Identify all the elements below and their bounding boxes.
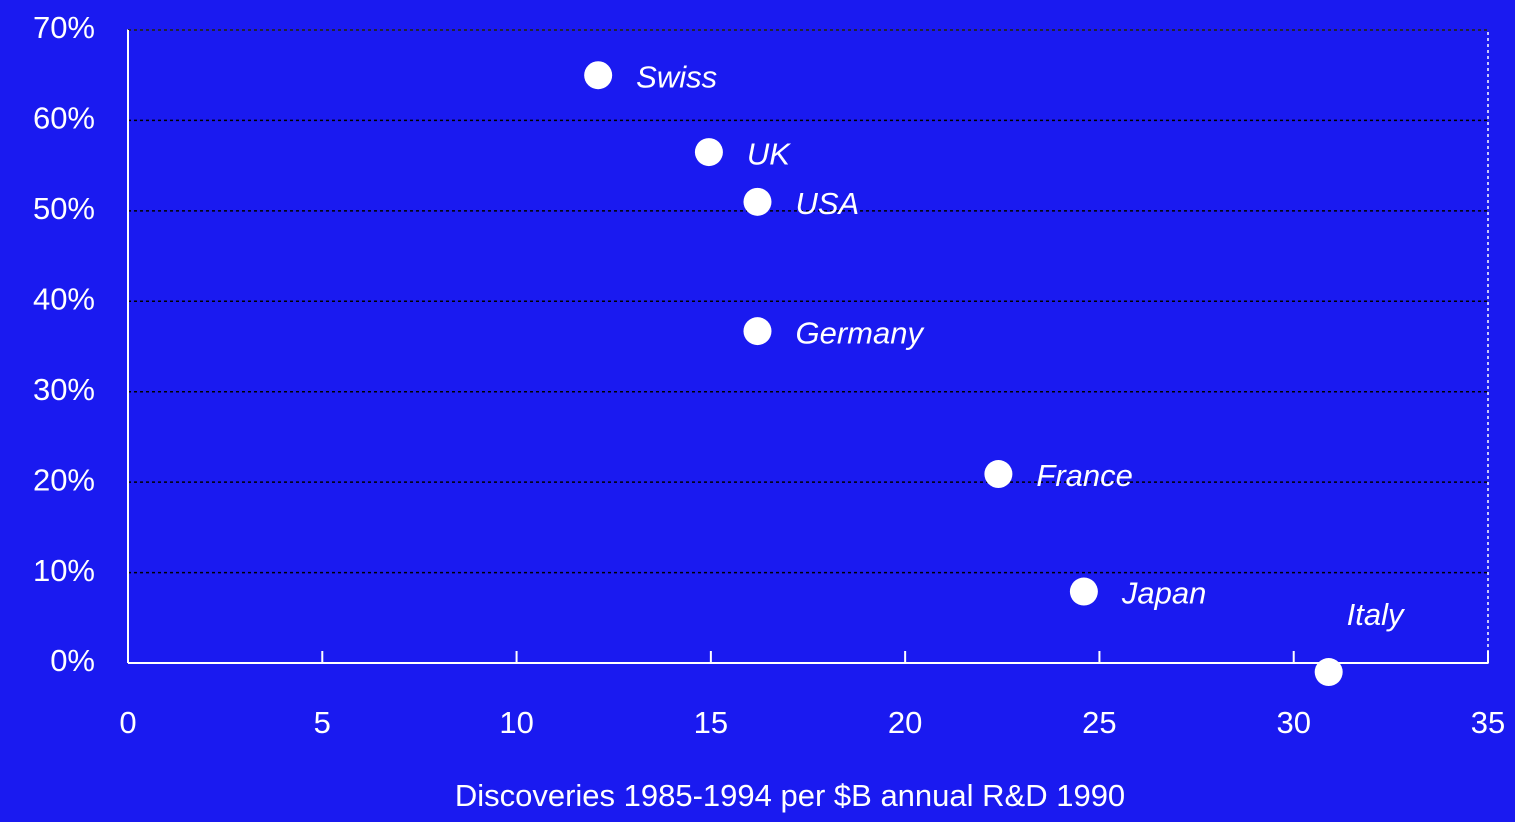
point [743,317,772,346]
y-tick-label: 30% [33,372,95,407]
point-label: USA [795,186,859,221]
x-axis-title: Discoveries 1985-1994 per $B annual R&D … [455,778,1125,813]
point [743,187,772,216]
y-tick-label: 50% [33,191,95,226]
x-tick-label: 0 [119,705,136,740]
x-tick-label: 5 [314,705,331,740]
point-label: UK [747,136,791,171]
point [694,138,723,167]
x-tick-label: 25 [1082,705,1116,740]
x-tick-label: 15 [694,705,728,740]
point-label: Japan [1121,576,1206,611]
x-tick-label: 20 [888,705,922,740]
y-tick-label: 70% [33,10,95,45]
point [984,460,1013,489]
point [1069,577,1098,606]
y-tick-label: 0% [50,643,95,678]
point-label: Germany [795,315,925,350]
point [1314,658,1343,687]
x-tick-label: 35 [1471,705,1505,740]
x-tick-label: 10 [499,705,533,740]
y-tick-label: 10% [33,553,95,588]
point-label: France [1036,458,1132,493]
y-tick-label: 20% [33,462,95,497]
x-tick-label: 30 [1276,705,1310,740]
y-tick-label: 60% [33,101,95,136]
y-tick-label: 40% [33,281,95,316]
point-label: Italy [1347,597,1406,632]
point [584,61,613,90]
point-label: Swiss [636,59,717,94]
